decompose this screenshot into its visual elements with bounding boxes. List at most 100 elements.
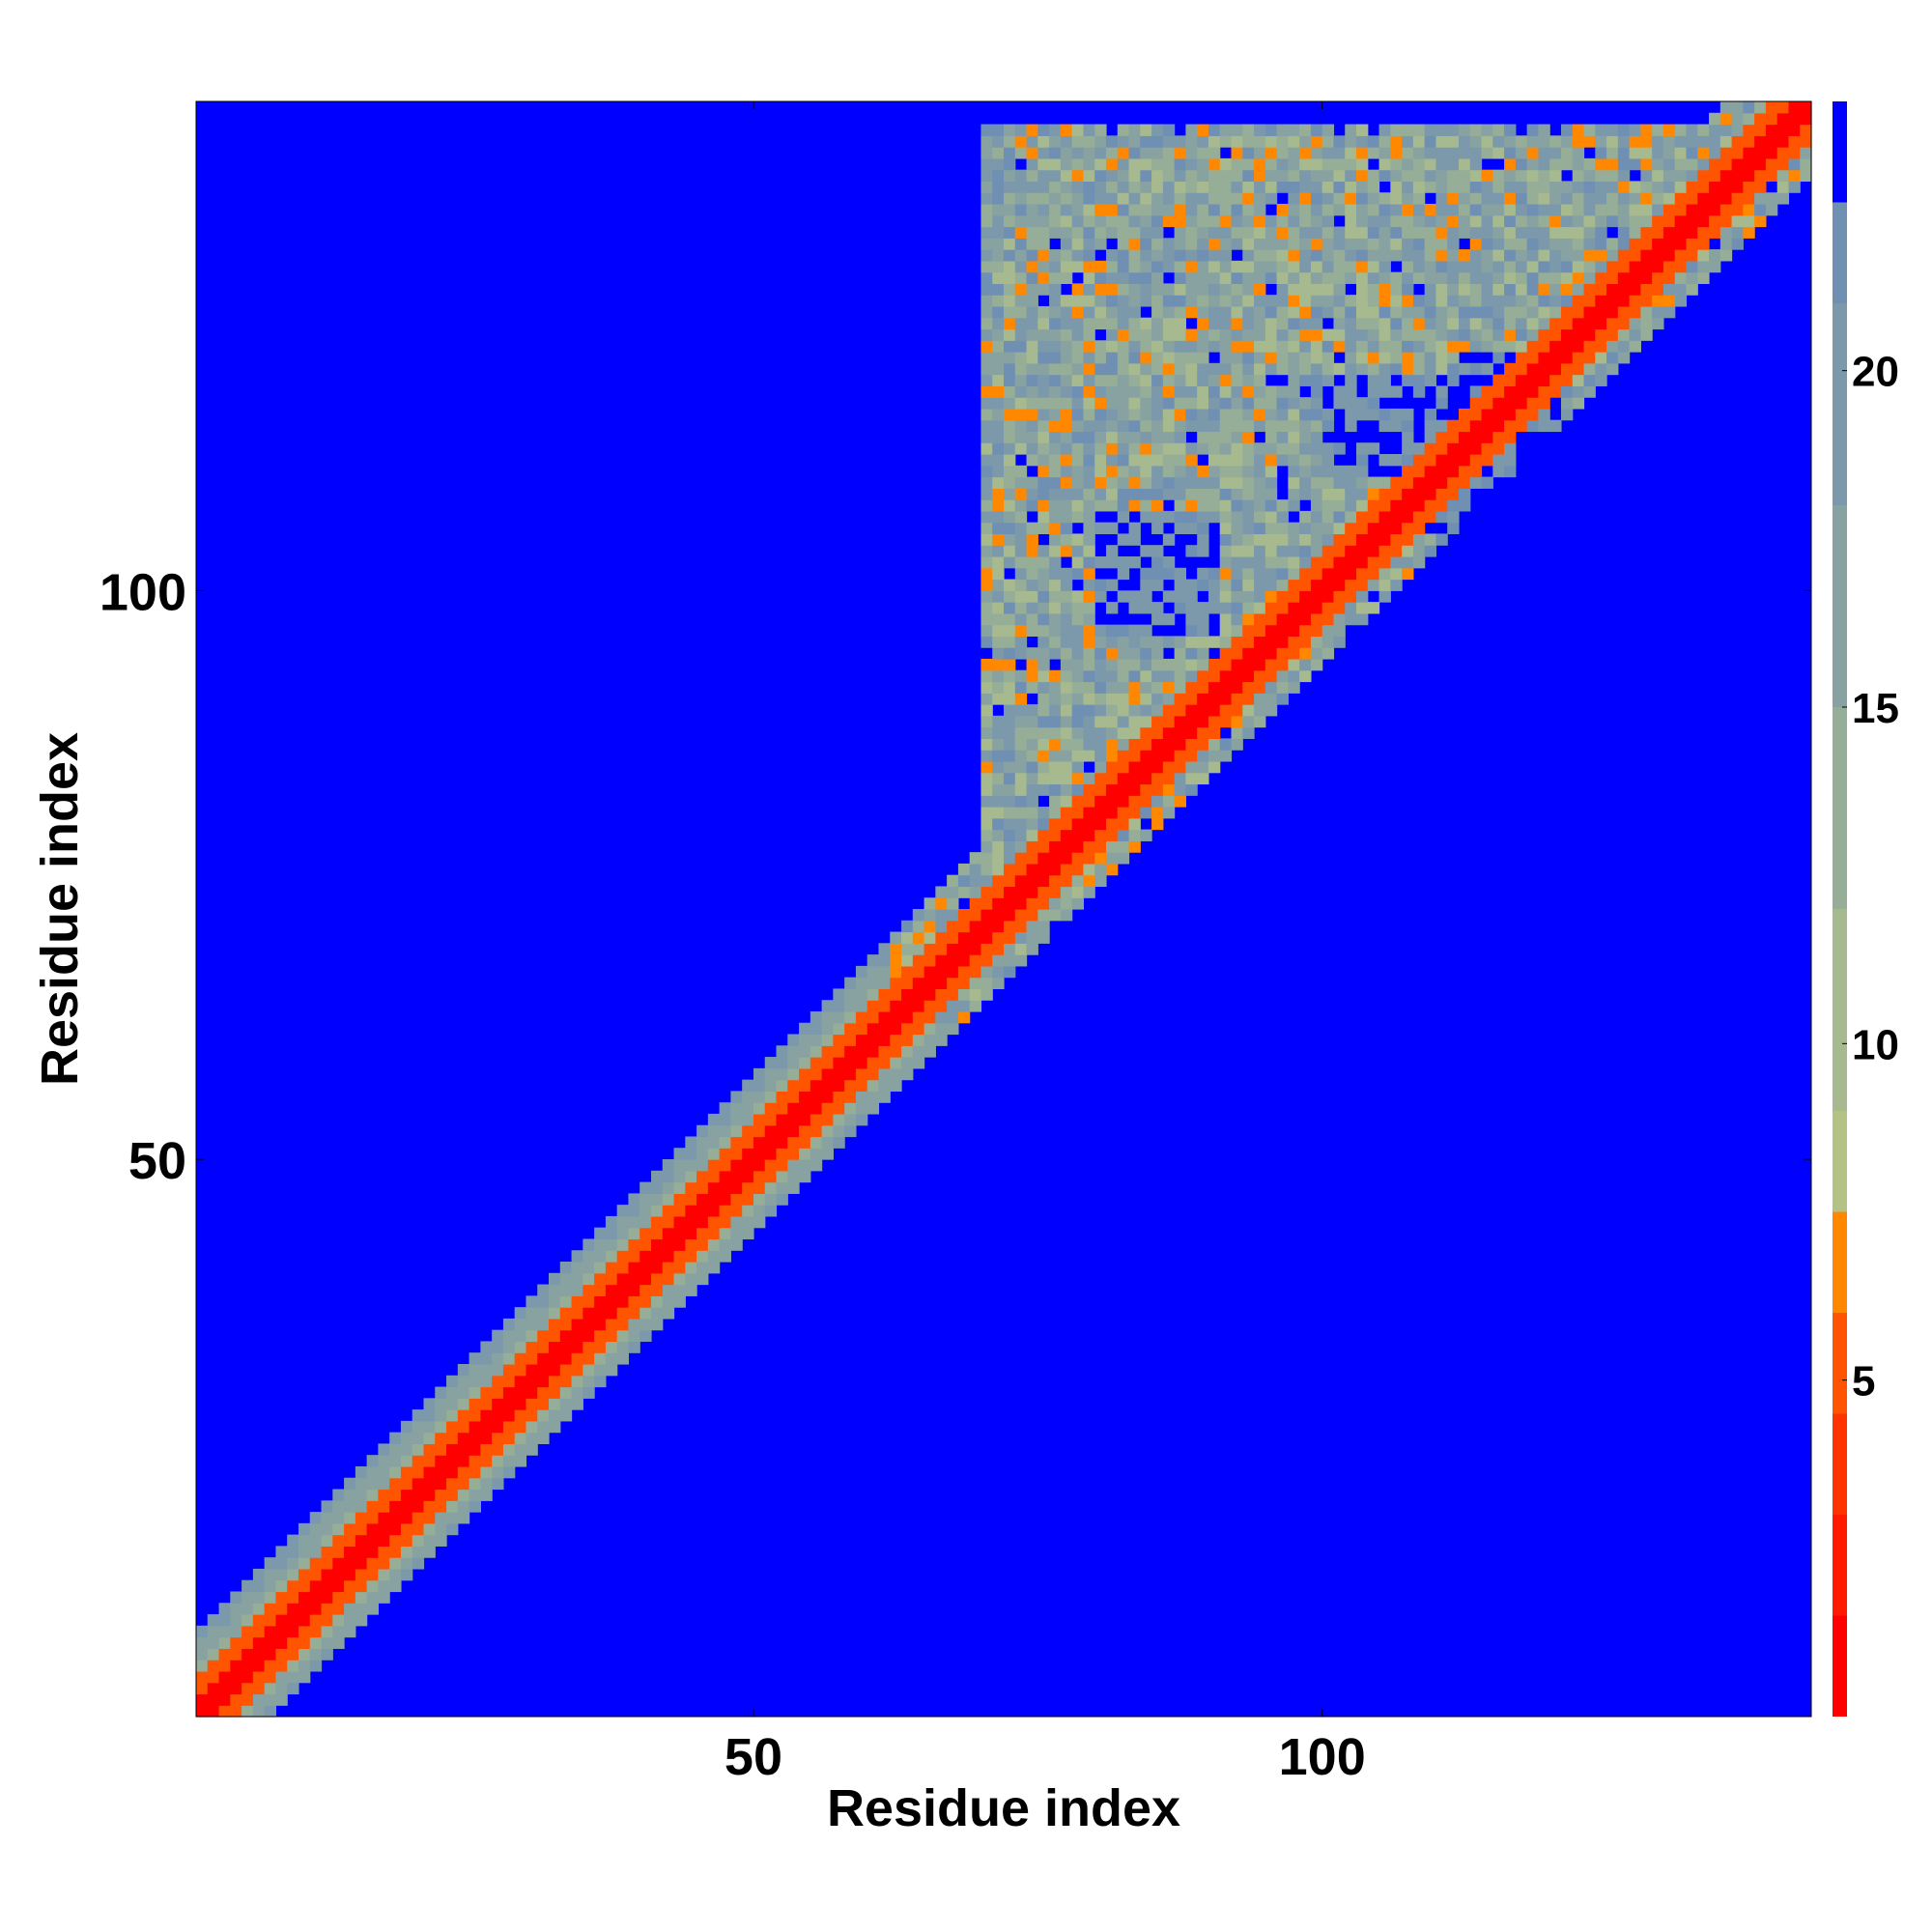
heatmap-cell	[1060, 726, 1073, 739]
heatmap-cell	[1412, 476, 1426, 489]
heatmap-cell	[1140, 647, 1152, 660]
heatmap-cell	[719, 1238, 731, 1251]
heatmap-cell	[685, 1181, 697, 1194]
heatmap-cell	[1037, 488, 1050, 500]
heatmap-cell	[1412, 352, 1426, 364]
heatmap-cell	[423, 1465, 436, 1479]
heatmap-cell	[1037, 772, 1050, 785]
heatmap-cell	[1469, 260, 1483, 273]
heatmap-cell	[1208, 681, 1221, 694]
heatmap-cell	[1492, 295, 1505, 307]
heatmap-cell	[1652, 226, 1664, 239]
heatmap-cell	[776, 1170, 788, 1183]
heatmap-cell	[764, 1205, 778, 1217]
heatmap-cell	[1117, 510, 1130, 524]
heatmap-cell	[787, 1079, 800, 1092]
heatmap-cell	[1185, 612, 1198, 626]
heatmap-cell	[1402, 431, 1414, 443]
heatmap-cell	[502, 1386, 516, 1399]
heatmap-cell	[1662, 305, 1676, 319]
heatmap-cell	[1492, 226, 1505, 239]
heatmap-cell	[1640, 124, 1653, 136]
heatmap-cell	[1435, 214, 1448, 228]
heatmap-cell	[1140, 147, 1152, 159]
heatmap-cell	[1719, 112, 1733, 126]
heatmap-cell	[1492, 431, 1505, 443]
heatmap-cell	[628, 1284, 640, 1296]
heatmap-cell	[1356, 545, 1369, 557]
heatmap-cell	[707, 1181, 721, 1194]
heatmap-cell	[1162, 567, 1176, 581]
heatmap-cell	[1276, 352, 1289, 364]
heatmap-cell	[1185, 760, 1198, 774]
heatmap-cell	[1004, 192, 1016, 205]
heatmap-cell	[1356, 271, 1369, 284]
heatmap-cell	[1515, 283, 1528, 296]
heatmap-cell	[1754, 147, 1767, 159]
heatmap-cell	[1231, 488, 1243, 500]
heatmap-cell	[1231, 192, 1243, 205]
heatmap-cell	[1049, 602, 1062, 614]
heatmap-cell	[1367, 169, 1380, 183]
heatmap-cell	[1004, 920, 1016, 933]
colorbar-tick-label: 15	[1852, 685, 1899, 732]
heatmap-cell	[1469, 203, 1483, 216]
heatmap-cell	[1105, 328, 1119, 341]
heatmap-cell	[1140, 238, 1152, 250]
heatmap-cell	[1083, 408, 1095, 421]
heatmap-cell	[980, 260, 993, 273]
heatmap-cell	[1151, 760, 1164, 774]
heatmap-cell	[992, 920, 1005, 933]
heatmap-cell	[833, 1102, 845, 1115]
heatmap-cell	[1617, 135, 1631, 148]
heatmap-cell	[1686, 157, 1698, 171]
heatmap-cell	[1469, 362, 1483, 376]
heatmap-cell	[1231, 362, 1243, 376]
heatmap-cell	[1743, 112, 1755, 126]
heatmap-cell	[1105, 385, 1119, 398]
heatmap-cell	[935, 1010, 948, 1024]
heatmap-cell	[1572, 271, 1585, 284]
heatmap-cell	[810, 1136, 823, 1149]
heatmap-cell	[1128, 465, 1141, 478]
heatmap-cell	[696, 1272, 709, 1286]
heatmap-cell	[1071, 283, 1085, 296]
heatmap-cell	[1049, 624, 1062, 637]
heatmap-cell	[1071, 750, 1085, 762]
heatmap-cell	[514, 1409, 527, 1422]
heatmap-cell	[1128, 750, 1141, 762]
heatmap-cell	[423, 1512, 436, 1524]
heatmap-cell	[1208, 738, 1221, 751]
heatmap-cell	[992, 567, 1005, 581]
heatmap-cell	[1049, 124, 1062, 136]
heatmap-cell	[1219, 522, 1233, 535]
heatmap-cell	[1686, 135, 1698, 148]
heatmap-cell	[969, 1000, 982, 1012]
heatmap-cell	[992, 829, 1005, 841]
heatmap-cell	[1231, 352, 1243, 364]
heatmap-cell	[1709, 214, 1721, 228]
heatmap-cell	[1185, 488, 1198, 500]
heatmap-cell	[1026, 590, 1038, 603]
heatmap-cell	[1083, 181, 1095, 193]
heatmap-cell	[1083, 612, 1095, 626]
heatmap-cell	[1185, 476, 1198, 489]
heatmap-cell	[719, 1193, 731, 1206]
heatmap-cell	[1481, 249, 1493, 262]
heatmap-cell	[1469, 147, 1483, 159]
heatmap-cell	[1333, 135, 1346, 148]
heatmap-cell	[901, 1057, 914, 1069]
heatmap-cell	[594, 1227, 607, 1240]
heatmap-cell	[1560, 181, 1574, 193]
heatmap-cell	[1538, 317, 1550, 330]
heatmap-cell	[1367, 226, 1380, 239]
heatmap-cell	[1071, 669, 1085, 683]
heatmap-cell	[1640, 305, 1653, 319]
heatmap-cell	[992, 169, 1005, 183]
heatmap-cell	[1310, 408, 1323, 421]
heatmap-cell	[1435, 510, 1448, 524]
heatmap-cell	[776, 1091, 788, 1103]
heatmap-cell	[696, 1215, 709, 1229]
heatmap-cell	[1390, 328, 1403, 341]
heatmap-cell	[1345, 612, 1357, 626]
